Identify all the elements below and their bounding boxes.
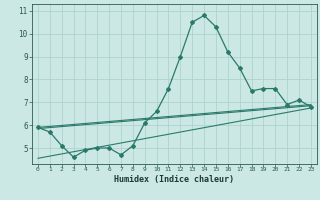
- X-axis label: Humidex (Indice chaleur): Humidex (Indice chaleur): [115, 175, 234, 184]
